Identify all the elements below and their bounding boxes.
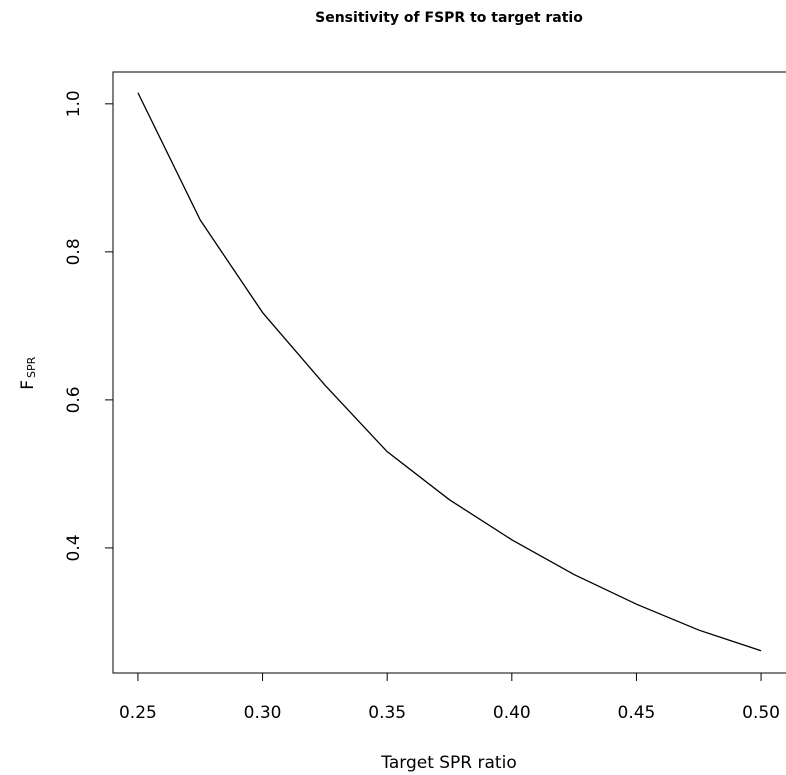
- x-tick-label: 0.25: [119, 703, 157, 723]
- y-axis-label-subscript: SPR: [25, 356, 38, 378]
- x-tick-label: 0.35: [368, 703, 406, 723]
- y-axis-label: F: [18, 380, 38, 390]
- y-axis-label-group: F SPR: [18, 356, 38, 389]
- chart-title: Sensitivity of FSPR to target ratio: [315, 10, 583, 26]
- x-tick-label: 0.40: [493, 703, 531, 723]
- y-tick-label: 0.4: [64, 534, 84, 561]
- x-tick-label: 0.45: [618, 703, 656, 723]
- x-tick-label: 0.30: [244, 703, 282, 723]
- plot-box: [112, 71, 786, 674]
- x-axis-label: Target SPR ratio: [380, 753, 516, 773]
- y-tick-label: 0.8: [64, 238, 84, 265]
- data-line: [137, 92, 762, 652]
- x-tick-label: 0.50: [742, 703, 780, 723]
- y-tick-label: 0.6: [64, 386, 84, 413]
- y-tick-label: 1.0: [64, 90, 84, 117]
